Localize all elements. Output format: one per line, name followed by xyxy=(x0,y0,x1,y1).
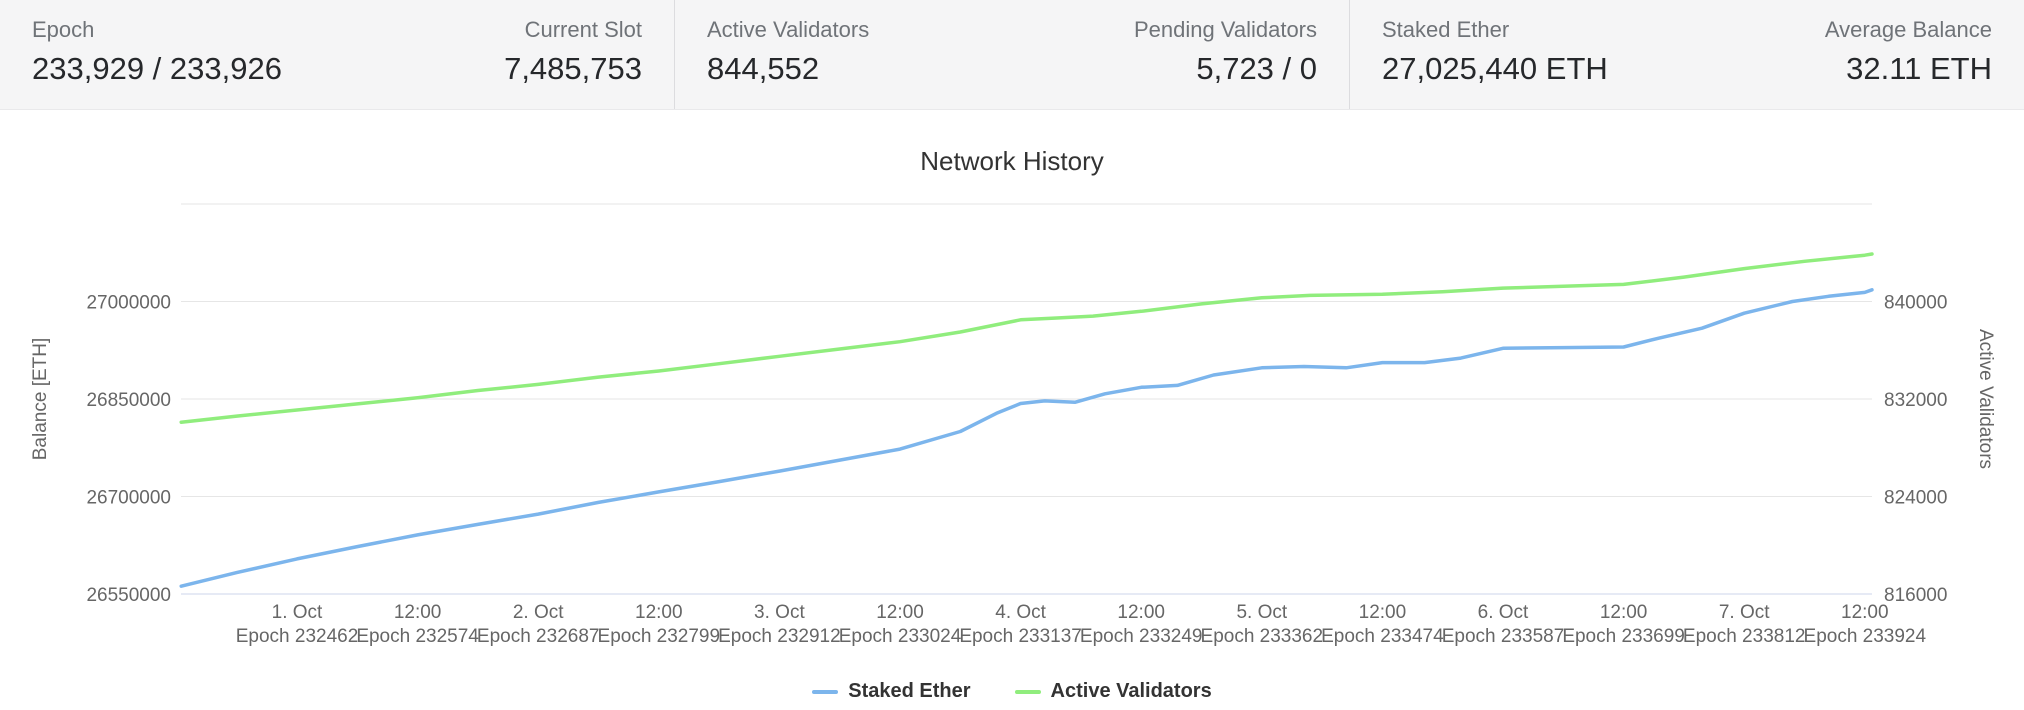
legend-item-staked-ether[interactable]: Staked Ether xyxy=(812,680,971,703)
stat-staked-ether-label: Staked Ether xyxy=(1382,17,1510,42)
x-axis-epoch-label: Epoch 233699 xyxy=(1562,626,1685,647)
y-axis-right-tick-label: 816000 xyxy=(1884,585,1947,606)
stat-epoch-value: 233,929 / 233,926 xyxy=(32,50,282,86)
x-axis-date-label: 12:00 xyxy=(394,602,442,623)
chart-title: Network History xyxy=(920,146,1104,176)
network-history-chart[interactable]: 26550000 26700000 26850000 27000000 816000 82… xyxy=(0,110,2024,710)
stat-pending-validators: Pending Validators 5,723 / 0 xyxy=(1134,16,1317,109)
legend-item-active-validators[interactable]: Active Validators xyxy=(1014,680,1212,703)
stat-average-balance-label: Average Balance xyxy=(1824,17,1992,42)
stat-active-validators-value: 844,552 xyxy=(707,50,820,86)
chart-legend: Staked Ether Active Validators xyxy=(0,680,2024,703)
network-history-chart-section: 26550000 26700000 26850000 27000000 816000 82… xyxy=(0,110,2024,710)
y-axis-left-tick-label: 26850000 xyxy=(86,390,171,411)
x-axis-epoch-label: Epoch 232687 xyxy=(477,626,600,647)
stat-average-balance-value: 32.11 ETH xyxy=(1846,50,1992,86)
y-axis-right-title: Active Validators xyxy=(1975,329,1996,469)
x-axis-date-label: 3. Oct xyxy=(754,602,805,623)
x-axis-date-label: 12:00 xyxy=(1117,602,1165,623)
stat-pending-validators-value: 5,723 / 0 xyxy=(1196,50,1317,86)
stat-average-balance: Average Balance 32.11 ETH xyxy=(1825,16,1992,109)
stats-group-validators: Active Validators 844,552 Pending Valida… xyxy=(674,0,1349,109)
x-axis-epoch-label: Epoch 233924 xyxy=(1804,626,1927,647)
x-axis-date-label: 7. Oct xyxy=(1719,602,1770,623)
x-axis-epoch-label: Epoch 233249 xyxy=(1080,626,1203,647)
legend-label-active-validators: Active Validators xyxy=(1050,680,1212,702)
x-axis-date-label: 5. Oct xyxy=(1236,602,1287,623)
stat-active-validators: Active Validators 844,552 xyxy=(707,16,869,109)
x-axis-date-label: 12:00 xyxy=(635,602,683,623)
y-axis-left-title: Balance [ETH] xyxy=(30,338,51,461)
x-axis-epoch-label: Epoch 233474 xyxy=(1321,626,1444,647)
y-axis-left-tick-label: 27000000 xyxy=(86,293,171,314)
stat-epoch: Epoch 233,929 / 233,926 xyxy=(32,16,282,109)
series-line-staked-ether[interactable] xyxy=(179,288,1874,588)
y-axis-right-tick-label: 832000 xyxy=(1884,390,1947,411)
x-axis-epoch-label: Epoch 232462 xyxy=(236,626,359,647)
legend-label-staked-ether: Staked Ether xyxy=(848,680,971,702)
stats-header: Epoch 233,929 / 233,926 Current Slot 7,4… xyxy=(0,0,2024,110)
stats-group-ether: Staked Ether 27,025,440 ETH Average Bala… xyxy=(1349,0,2024,109)
y-axis-left-tick-label: 26700000 xyxy=(86,488,171,509)
x-axis-epoch-label: Epoch 232799 xyxy=(598,626,721,647)
y-axis-left-tick-label: 26550000 xyxy=(86,585,171,606)
stat-active-validators-label: Active Validators xyxy=(707,17,870,42)
x-axis-epoch-label: Epoch 232912 xyxy=(718,626,841,647)
x-axis-epoch-label: Epoch 233362 xyxy=(1201,626,1324,647)
y-axis-right-tick-label: 824000 xyxy=(1884,488,1947,509)
x-axis-date-label: 12:00 xyxy=(1600,602,1648,623)
y-axis-right-tick-label: 840000 xyxy=(1884,293,1947,314)
stat-epoch-label: Epoch xyxy=(32,17,95,42)
x-axis-epoch-label: Epoch 233024 xyxy=(839,626,962,647)
series-line-active-validators[interactable] xyxy=(179,252,1874,424)
stat-staked-ether: Staked Ether 27,025,440 ETH xyxy=(1382,16,1608,109)
x-axis-date-label: 4. Oct xyxy=(995,602,1046,623)
x-axis-epoch-label: Epoch 233137 xyxy=(959,626,1082,647)
x-axis-date-label: 2. Oct xyxy=(513,602,564,623)
stat-current-slot-label: Current Slot xyxy=(524,17,642,42)
stat-pending-validators-label: Pending Validators xyxy=(1133,17,1317,42)
x-axis-epoch-label: Epoch 232574 xyxy=(356,626,479,647)
x-axis-epoch-label: Epoch 233587 xyxy=(1442,626,1565,647)
x-axis-date-label: 12:00 xyxy=(876,602,924,623)
x-axis-date-label: 6. Oct xyxy=(1478,602,1529,623)
x-axis-date-label: 12:00 xyxy=(1841,602,1889,623)
stats-group-epoch-slot: Epoch 233,929 / 233,926 Current Slot 7,4… xyxy=(0,0,674,109)
legend-symbol-active-validators xyxy=(1014,689,1041,694)
x-axis-date-label: 12:00 xyxy=(1359,602,1407,623)
x-axis-epoch-label: Epoch 233812 xyxy=(1683,626,1806,647)
legend-symbol-staked-ether xyxy=(812,689,839,694)
stat-staked-ether-value: 27,025,440 ETH xyxy=(1382,50,1608,86)
x-axis-date-label: 1. Oct xyxy=(272,602,323,623)
stat-current-slot-value: 7,485,753 xyxy=(504,50,642,86)
stat-current-slot: Current Slot 7,485,753 xyxy=(504,16,642,109)
